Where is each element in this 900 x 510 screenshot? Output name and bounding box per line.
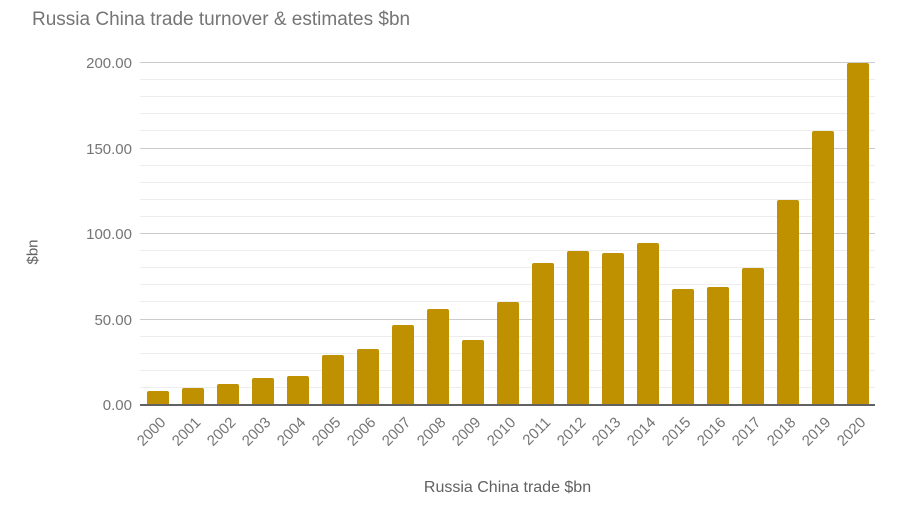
bar-band-2015 bbox=[665, 63, 700, 405]
bar-band-2013 bbox=[595, 63, 630, 405]
gridline-180 bbox=[140, 96, 875, 98]
bar-2000 bbox=[146, 391, 169, 405]
bar-band-2018 bbox=[770, 63, 805, 405]
y-tick-label-100: 100.00 bbox=[86, 226, 132, 243]
bar-2007 bbox=[391, 324, 414, 405]
y-tick-label-0: 0.00 bbox=[102, 397, 132, 414]
gridline-70 bbox=[140, 284, 875, 286]
gridline-140 bbox=[140, 164, 875, 166]
bar-2006 bbox=[356, 348, 379, 405]
gridline-120 bbox=[140, 198, 875, 200]
y-tick-label-200: 200.00 bbox=[86, 55, 132, 72]
gridline-170 bbox=[140, 113, 875, 115]
y-tick-label-50: 50.00 bbox=[94, 311, 132, 329]
bar-2004 bbox=[286, 375, 309, 405]
bar-2001 bbox=[181, 387, 204, 405]
x-tick-label-2012: 2012 bbox=[553, 414, 590, 450]
x-tick-label-2015: 2015 bbox=[658, 414, 695, 450]
plot-area bbox=[140, 62, 875, 406]
x-tick-label-2011: 2011 bbox=[519, 414, 555, 449]
bar-2017 bbox=[741, 268, 764, 405]
gridline-190 bbox=[140, 79, 875, 81]
x-labels-row: 2000 2001 2002 2003 2004 2005 2006 2007 2008 2009… bbox=[134, 405, 875, 465]
bar-2002 bbox=[216, 384, 239, 405]
x-tick-label-2017: 2017 bbox=[728, 414, 765, 450]
gridline-150 bbox=[140, 147, 875, 149]
x-axis-title: Russia China trade $bn bbox=[423, 479, 592, 496]
bar-band-2008 bbox=[420, 63, 455, 405]
bar-2003 bbox=[251, 377, 274, 405]
bar-2012 bbox=[566, 251, 589, 405]
bar-2015 bbox=[671, 288, 694, 405]
x-band-2020: 2020 bbox=[834, 405, 875, 465]
bar-band-2012 bbox=[560, 63, 595, 405]
x-tick-label-2008: 2008 bbox=[413, 414, 450, 450]
gridline-90 bbox=[140, 250, 875, 252]
y-tick-label-150: 150.00 bbox=[86, 140, 132, 158]
bar-2010 bbox=[496, 302, 519, 405]
x-tick-label-2020: 2020 bbox=[833, 414, 870, 450]
x-tick-label-2014: 2014 bbox=[623, 414, 660, 450]
x-tick-label-2007: 2007 bbox=[378, 414, 415, 450]
x-tick-label-2003: 2003 bbox=[238, 414, 275, 450]
x-tick-label-2016: 2016 bbox=[693, 414, 730, 450]
x-tick-label-2000: 2000 bbox=[133, 414, 170, 450]
bar-band-2000 bbox=[140, 63, 175, 405]
bar-2014 bbox=[636, 242, 659, 405]
chart-title: Russia China trade turnover & estimates … bbox=[32, 9, 411, 30]
bar-band-2007 bbox=[385, 63, 420, 405]
bar-band-2005 bbox=[315, 63, 350, 405]
bar-2019 bbox=[811, 131, 834, 405]
x-tick-label-2001: 2001 bbox=[168, 414, 205, 450]
bar-band-2002 bbox=[210, 63, 245, 405]
x-axis-line bbox=[140, 404, 875, 406]
bar-band-2006 bbox=[350, 63, 385, 405]
bar-band-2016 bbox=[700, 63, 735, 405]
bars-row bbox=[140, 63, 875, 405]
bar-band-2017 bbox=[735, 63, 770, 405]
gridline-110 bbox=[140, 215, 875, 217]
bar-2008 bbox=[426, 309, 449, 405]
y-axis-title: $bn bbox=[24, 239, 42, 265]
bar-2011 bbox=[531, 263, 554, 405]
x-tick-label-2004: 2004 bbox=[273, 414, 310, 450]
bar-2018 bbox=[776, 199, 799, 405]
gridline-100 bbox=[140, 233, 875, 234]
bar-band-2014 bbox=[630, 63, 665, 405]
bar-band-2003 bbox=[245, 63, 280, 405]
x-tick-label-2002: 2002 bbox=[203, 414, 240, 450]
gridline-60 bbox=[140, 301, 875, 303]
x-tick-label-2018: 2018 bbox=[763, 414, 800, 450]
bar-band-2020 bbox=[840, 63, 875, 405]
bar-band-2010 bbox=[490, 63, 525, 405]
gridline-200 bbox=[140, 62, 875, 63]
bar-2009 bbox=[461, 340, 484, 405]
bar-2020 bbox=[846, 63, 869, 405]
x-tick-label-2009: 2009 bbox=[448, 414, 485, 450]
x-tick-label-2005: 2005 bbox=[308, 414, 345, 450]
bar-band-2011 bbox=[525, 63, 560, 405]
gridline-160 bbox=[140, 130, 875, 132]
gridline-80 bbox=[140, 267, 875, 269]
gridline-130 bbox=[140, 181, 875, 183]
x-tick-label-2013: 2013 bbox=[588, 414, 625, 450]
x-tick-label-2019: 2019 bbox=[798, 414, 835, 450]
x-tick-label-2006: 2006 bbox=[343, 414, 380, 450]
bar-band-2004 bbox=[280, 63, 315, 405]
bar-2013 bbox=[601, 252, 624, 405]
bar-band-2019 bbox=[805, 63, 840, 405]
x-tick-label-2010: 2010 bbox=[483, 414, 520, 450]
bar-band-2001 bbox=[175, 63, 210, 405]
bar-band-2009 bbox=[455, 63, 490, 405]
bar-2016 bbox=[706, 287, 729, 405]
bar-2005 bbox=[321, 355, 344, 405]
